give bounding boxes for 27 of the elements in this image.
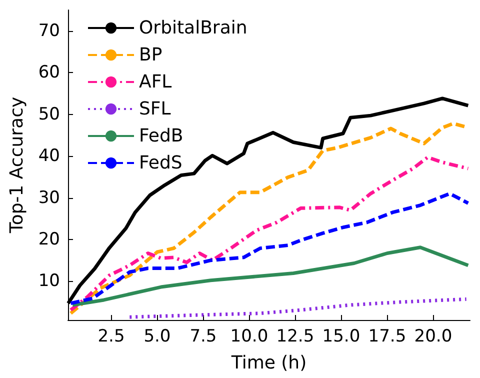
x-tick-label: 5.0 [144,326,171,346]
y-tick-label: 60 [38,62,60,83]
legend-label: BP [139,44,162,66]
y-tick-label: 70 [38,20,60,41]
line-series [69,156,470,312]
y-axis-title: Top-1 Accuracy [6,96,28,234]
x-tick-label: 2.5 [98,326,125,346]
legend-label: SFL [139,98,171,120]
y-tick-label: 50 [38,104,60,124]
y-tick-label: 20 [38,229,60,250]
x-tick-label: 12.5 [276,326,314,346]
y-tick-label: 10 [38,271,60,292]
x-tick-label: 15.0 [322,326,360,346]
line-series [128,297,468,319]
legend-label: OrbitalBrain [139,18,248,38]
y-tick-label: 40 [38,146,60,166]
x-axis-title: Time (h) [230,352,307,374]
x-tick-label: 10.0 [230,326,268,346]
legend-label: FedB [139,126,184,146]
legend-label: FedS [139,152,182,174]
line-series [69,192,470,306]
line-series [70,246,470,307]
legend-label: AFL [139,72,172,92]
x-tick-label: 20.0 [414,326,452,346]
y-tick-label: 30 [38,188,60,208]
x-tick-label: 7.5 [190,326,217,346]
x-tick-label: 17.5 [368,326,406,346]
